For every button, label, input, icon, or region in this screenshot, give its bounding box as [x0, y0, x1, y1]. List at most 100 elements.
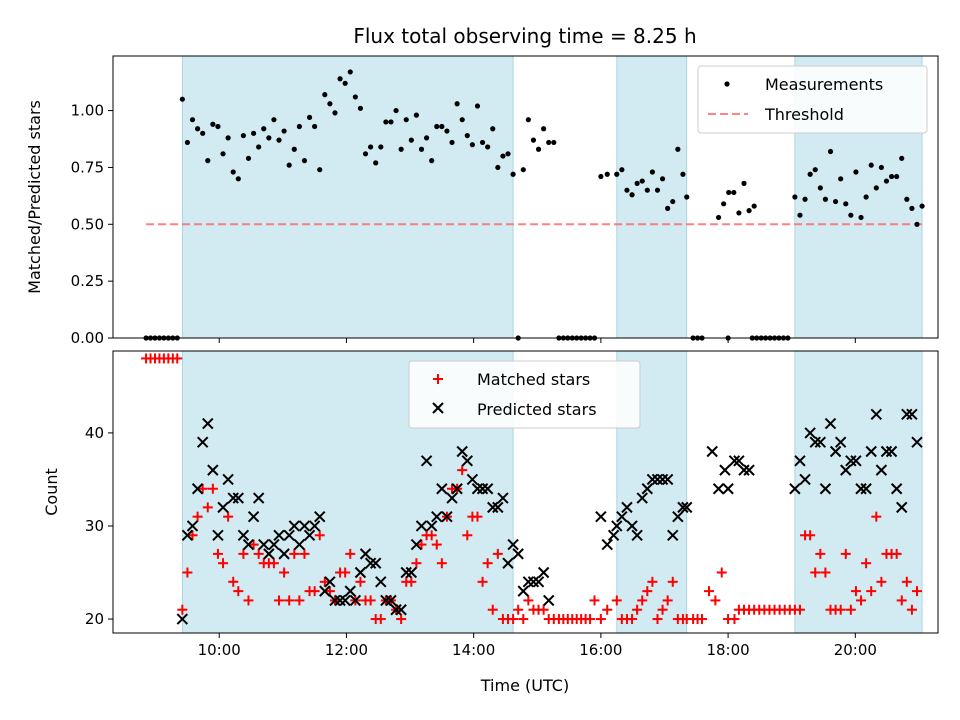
predicted-point — [441, 510, 453, 523]
predicted-point — [375, 576, 387, 588]
predicted-point — [870, 408, 883, 420]
predicted-point — [364, 557, 377, 569]
predicted-point — [461, 455, 474, 467]
predicted-point — [410, 538, 423, 551]
panel-count-y-label: Count — [42, 468, 61, 516]
measurement-point — [479, 139, 486, 146]
measurement-point — [604, 171, 610, 177]
measurement-point — [807, 171, 813, 177]
predicted-point — [456, 445, 468, 458]
predicted-point — [497, 492, 509, 504]
measurement-point — [469, 142, 475, 148]
matched-point — [457, 465, 468, 476]
predicted-point — [405, 566, 418, 579]
matched-point — [652, 614, 663, 625]
matched-point — [345, 548, 356, 559]
measurement-point — [919, 203, 925, 209]
predicted-point — [466, 473, 479, 486]
predicted-point — [607, 529, 620, 541]
legend-matched-label: Matched stars — [477, 370, 590, 389]
measurement-point — [598, 173, 604, 180]
shaded-interval — [616, 55, 688, 339]
panel-count-points — [141, 353, 923, 625]
predicted-point — [232, 492, 245, 504]
matched-point — [697, 614, 708, 625]
legend-ratio-box — [697, 65, 928, 134]
measurement-point — [449, 139, 455, 146]
matched-point — [901, 576, 912, 587]
measurement-point — [649, 169, 655, 175]
matched-point — [426, 530, 437, 541]
matched-point — [810, 567, 821, 578]
panel-ratio-y-label: Matched/Predicted stars — [25, 100, 44, 294]
matched-point — [299, 548, 310, 559]
matched-point — [294, 595, 305, 606]
measurement-point — [624, 187, 630, 193]
predicted-point — [896, 501, 908, 514]
predicted-point — [415, 520, 428, 532]
measurement-point — [914, 221, 920, 227]
matched-point — [436, 558, 447, 569]
legend-threshold-label: Threshold — [764, 105, 844, 124]
measurement-point — [250, 130, 257, 136]
predicted-point — [517, 585, 529, 597]
y-tick-label: 0.25 — [71, 272, 104, 290]
predicted-point — [804, 427, 816, 439]
measurement-point — [439, 123, 445, 130]
measurement-point — [464, 132, 470, 139]
measurement-point — [459, 117, 465, 123]
measurement-point — [629, 192, 635, 198]
measurement-point — [296, 123, 302, 130]
measurement-point — [894, 173, 900, 180]
predicted-point — [512, 548, 524, 560]
measurement-point — [675, 146, 681, 152]
measurement-point — [654, 187, 661, 193]
x-axis-label: Time (UTC) — [480, 676, 569, 695]
panel-ratio: 0.00 0.25 0.50 0.75 1.00 Matched/Predicted s… — [25, 55, 939, 347]
predicted-point — [885, 445, 898, 458]
measurement-point — [546, 139, 552, 146]
measurement-point — [485, 144, 491, 150]
matched-point — [611, 595, 622, 606]
matched-point — [218, 558, 229, 569]
measurement-point — [362, 151, 369, 157]
measurement-point — [418, 146, 425, 152]
matched-point — [396, 614, 407, 625]
predicted-point — [369, 557, 382, 569]
shaded-interval — [181, 55, 514, 339]
measurement-point — [751, 203, 757, 209]
matched-point — [340, 567, 351, 578]
matched-point — [274, 595, 285, 606]
measurement-point — [878, 164, 884, 171]
matched-point — [912, 586, 923, 597]
predicted-point — [446, 492, 458, 504]
predicted-point — [911, 436, 923, 448]
matched-point — [319, 576, 330, 587]
measurement-point — [659, 176, 666, 182]
measurement-point — [378, 144, 384, 150]
matched-point — [192, 511, 203, 522]
predicted-point — [303, 529, 316, 541]
measurement-point — [746, 208, 752, 214]
measurement-point — [495, 164, 501, 171]
predicted-point — [667, 529, 679, 541]
x-tick-label: 20:00 — [834, 641, 877, 659]
predicted-point — [595, 510, 607, 523]
chart-title: Flux total observing time = 8.25 h — [353, 24, 696, 48]
matched-point — [632, 604, 643, 615]
measurement-point — [194, 126, 201, 132]
predicted-point — [532, 576, 545, 588]
measurement-point — [619, 167, 625, 173]
x-tick-label: 18:00 — [706, 641, 749, 659]
measurement-point — [388, 119, 394, 125]
measurement-point — [726, 189, 732, 196]
measurement-point — [352, 94, 358, 100]
predicted-point — [278, 548, 290, 560]
measurement-point — [291, 146, 297, 152]
predicted-point — [621, 501, 633, 514]
predicted-point — [661, 473, 674, 486]
measurement-point — [525, 117, 531, 123]
predicted-point — [733, 455, 745, 467]
x-tick-label: 16:00 — [579, 641, 622, 659]
